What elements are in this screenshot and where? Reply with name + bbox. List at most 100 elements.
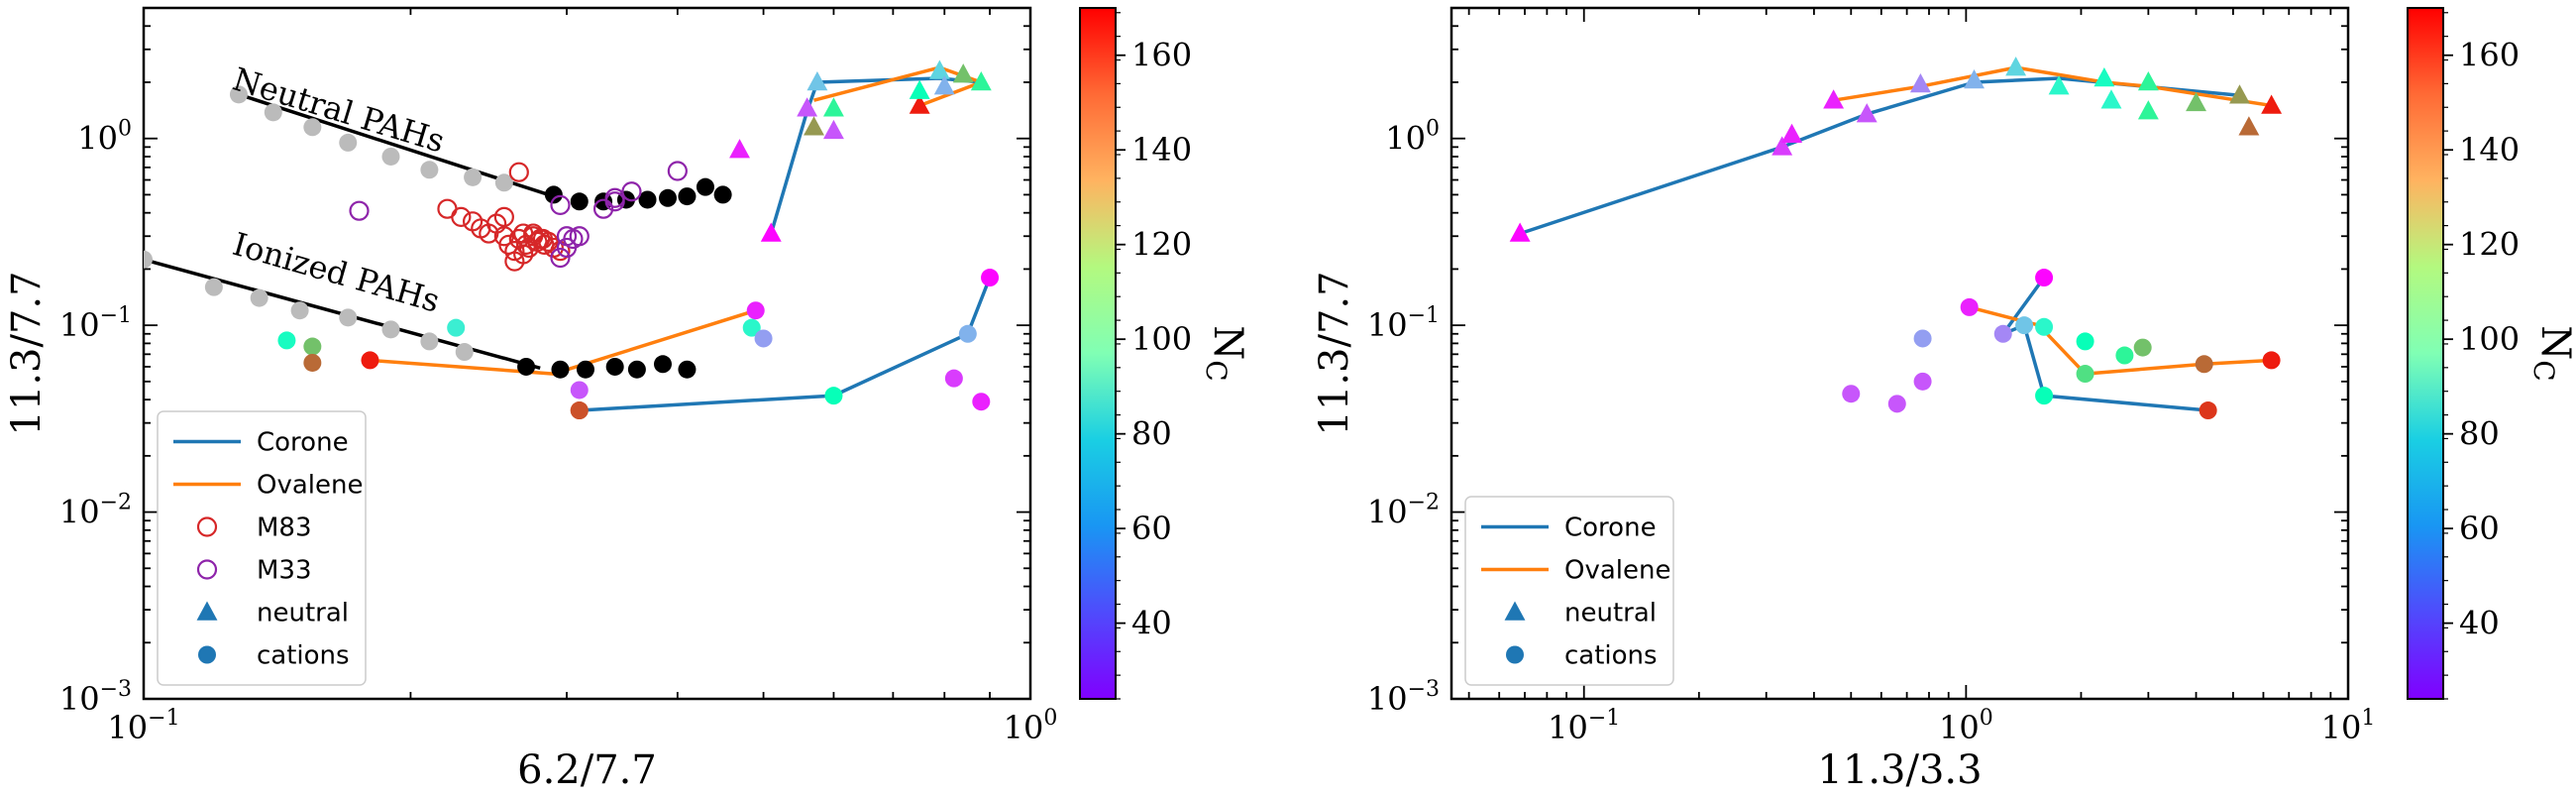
data-point [1913,372,1932,391]
data-point [1823,89,1845,109]
data-point [2261,94,2283,114]
y-ticks [1451,7,2348,700]
colorbar-tick-label: 40 [1131,605,1172,642]
data-point [952,63,974,83]
data-point [958,324,977,343]
y-tick-label: 10−3 [59,677,132,718]
colorbar-tick-label: 140 [2459,131,2520,169]
series-black-neutral [544,177,732,211]
colorbar-tick-label: 160 [2459,37,2520,74]
data-point [2133,338,2152,357]
colorbar-tick-label: 60 [2459,510,2500,547]
legend-label: Ovalene [1564,556,1670,586]
data-point [455,343,474,362]
data-point [742,318,761,337]
data-point [1993,324,2012,343]
colorbar-tick-label: 100 [2459,320,2520,358]
data-point [2035,387,2054,405]
data-point [532,228,554,250]
data-point [544,185,563,204]
series-neutral [1509,57,2283,242]
data-point [678,360,697,379]
data-point [464,168,483,186]
colorbar: 40 60 80 100 120 140 160 NC [2407,7,2576,700]
y-tick-label: 10−2 [1367,491,1440,531]
colorbar-tick-label: 80 [1131,415,1172,453]
data-point [569,226,590,247]
data-point [2035,269,2054,287]
data-point [2199,401,2217,420]
data-point [621,181,642,202]
data-point [2229,84,2250,104]
colorbar-label: NC [1200,325,1250,381]
legend: Corone Ovalene neutral cations [1464,496,1674,686]
right-panel: 10−1 100 10110−310−210−110011.3/3.311.3/7.… [1312,6,2576,793]
data-point [513,244,534,265]
colorbar-tick-label: 80 [2459,415,2500,453]
left-panel: 10−1 100 10−3 10−2 10−1 100 6.2/7.7 11.3/7.7 Neu… [4,6,1250,793]
y-tick-label: 10−1 [59,303,132,344]
legend-swatch [198,645,216,664]
colorbar-tick-label: 100 [1131,320,1192,358]
data-point [420,161,439,179]
data-point [797,97,818,117]
data-point [2137,70,2159,91]
colorbar: 40 60 80 100 120 140 160 NC [1079,7,1250,700]
data-point [972,393,991,411]
series-line [1519,76,2240,236]
data-point [627,360,646,379]
data-point [2005,57,2027,76]
data-point [713,185,732,204]
data-point [339,133,358,152]
data-point [1781,123,1802,143]
series-line [813,65,984,108]
data-point [517,357,536,376]
data-point [1909,73,1931,93]
data-point [806,70,828,91]
data-point [678,187,697,206]
data-point [760,222,782,242]
legend-label: Ovalene [257,471,363,501]
data-point [667,161,688,181]
x-tick-label: 10−1 [1548,706,1620,746]
data-point [144,250,153,269]
data-point [2100,89,2122,109]
data-point [2035,317,2054,336]
annotation: Neutral PAHs [229,60,450,161]
series-black-ionized [517,355,697,379]
legend-label: M83 [257,513,312,543]
data-point [229,85,248,104]
data-point [754,329,773,348]
series-grey-neutral [229,85,513,192]
data-point [2195,355,2213,374]
colorbar-tick-label: 40 [2459,605,2500,642]
colorbar-tick-label: 60 [1131,510,1172,547]
data-point [447,318,466,337]
data-point [504,241,525,262]
y-tick-label: 100 [1385,117,1440,158]
data-point [556,237,578,259]
data-point [550,247,571,269]
legend-label: cations [257,641,350,671]
data-point [2238,116,2260,136]
colorbar-label: NC [2527,325,2576,381]
data-point [2093,66,2115,87]
data-point [303,353,322,372]
data-point [653,355,672,374]
y-tick-label: 100 [77,117,132,158]
series-line [579,277,992,412]
data-point [550,194,571,215]
legend-box [1464,496,1674,686]
series-m33 [349,161,688,269]
series-m83 [437,162,571,272]
data-point [551,360,570,379]
data-point [264,103,282,122]
data-point [381,147,400,166]
series-line [1969,305,2272,376]
x-tick-label: 100 [1004,706,1058,746]
data-point [570,381,589,399]
data-point [659,188,678,207]
legend-label: neutral [1564,599,1657,628]
data-point [2015,316,2034,335]
data-point [204,278,223,296]
